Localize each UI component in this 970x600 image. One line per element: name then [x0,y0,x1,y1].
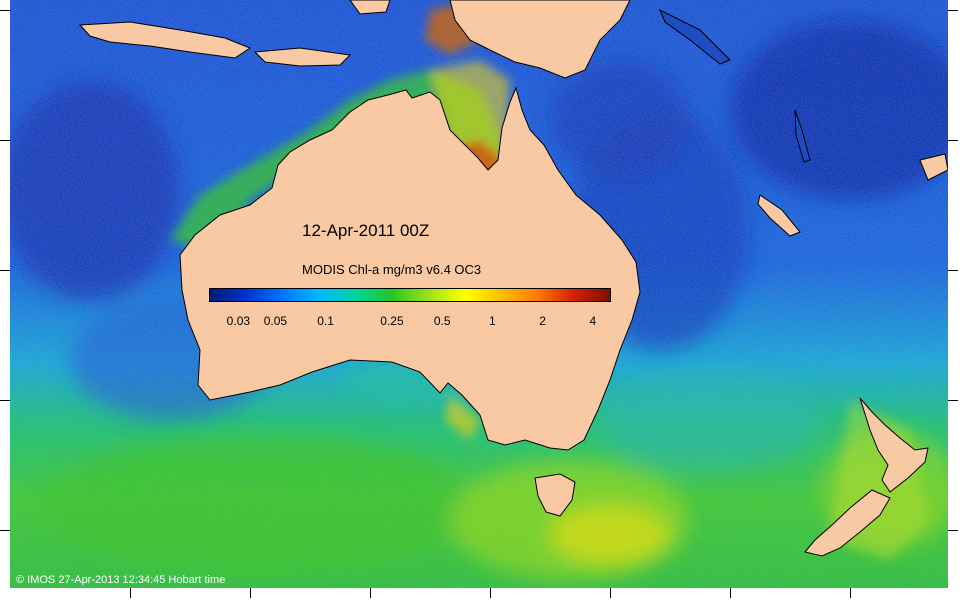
frame-tick [0,140,10,141]
new-zealand-south [804,489,891,557]
australia-landmass [179,86,641,451]
colorbar-tick-label: 0.1 [317,314,334,328]
date-label: 12-Apr-2011 00Z [302,221,430,240]
colorbar-tick-label: 0.03 [226,314,251,328]
tasmania [534,473,576,517]
frame-tick [0,400,10,401]
frame-tick [370,588,371,598]
frame-tick [490,588,491,598]
chlorophyll-map: 12-Apr-2011 00Z MODIS Chl-a mg/m3 v6.4 O… [10,0,948,588]
new-caledonia [757,194,801,237]
colorbar [209,288,611,302]
frame-tick [130,588,131,598]
sulawesi-fragment [349,0,391,15]
frame-tick [250,588,251,598]
colorbar-tick-label: 0.05 [263,314,288,328]
colorbar-tick-label: 2 [539,314,546,328]
frame-tick [0,270,10,271]
indonesia-islands [78,21,252,59]
colorbar-tick-label: 0.25 [380,314,404,328]
vanuatu-islands [794,109,811,163]
frame-tick [850,588,851,598]
frame-tick [948,270,958,271]
new-zealand-north [859,397,929,493]
fiji-islands [919,153,948,181]
colorbar-tick-label: 4 [589,314,597,328]
frame-tick [610,588,611,598]
colorbar-tick-label: 1 [489,314,496,328]
frame-tick [0,10,10,11]
frame-tick [948,140,958,141]
frame-tick [0,530,10,531]
credit-text: © IMOS 27-Apr-2013 12:34:45 Hobart time [16,574,226,586]
new-guinea [449,0,631,79]
frame-tick [730,588,731,598]
solomon-islands [659,8,731,65]
colorbar-tick-label: 0.5 [433,314,451,328]
legend-title: MODIS Chl-a mg/m3 v6.4 OC3 [302,262,482,277]
frame-tick [948,10,958,11]
frame-tick [948,400,958,401]
timor-island [253,47,352,67]
frame-tick [948,530,958,531]
